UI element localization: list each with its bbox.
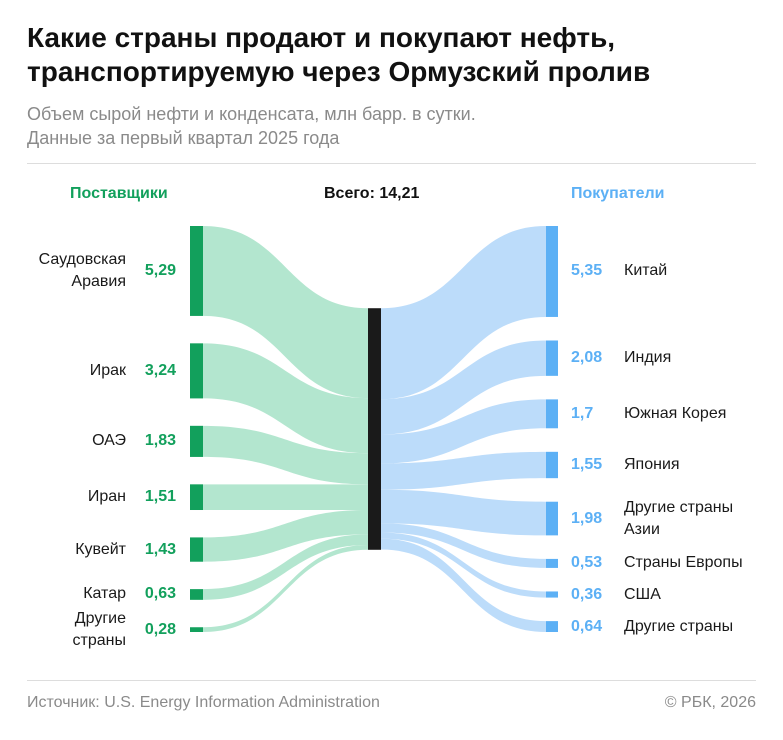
target-name: Китай [624, 262, 668, 280]
source-name: ОАЭ [92, 432, 126, 450]
target-bar [546, 340, 558, 376]
flow [203, 343, 368, 454]
source-bar [190, 484, 203, 511]
source-name: Кувейт [75, 540, 126, 558]
title: транспортируемую через Ормузский пролив [27, 56, 651, 87]
target-value: 5,35 [571, 262, 603, 280]
source-bar [190, 627, 203, 632]
source-note: Источник: U.S. Energy Information Admini… [27, 694, 380, 711]
source-name: Катар [83, 585, 126, 603]
flow [203, 545, 368, 632]
source-value: 1,83 [144, 432, 176, 450]
target-bar [546, 501, 558, 536]
source-value: 3,24 [144, 361, 176, 379]
source-name: Другие страны [72, 609, 126, 649]
sources-header: Поставщики [70, 185, 168, 202]
target-value: 0,64 [571, 617, 603, 635]
total-bar [368, 308, 381, 550]
target-value: 0,53 [571, 554, 603, 572]
source-bar [190, 589, 203, 600]
divider [27, 680, 756, 681]
source-value: 0,28 [144, 620, 176, 638]
subtitle: Данные за первый квартал 2025 года [27, 128, 340, 148]
target-value: 1,55 [571, 456, 603, 473]
target-name: Другие страны [624, 617, 734, 635]
copyright: © РБК, 2026 [664, 694, 756, 711]
flow [381, 489, 546, 536]
flow [203, 534, 368, 600]
flow [203, 484, 368, 511]
target-bar [546, 591, 558, 598]
subtitle: Объем сырой нефти и конденсата, млн барр… [27, 104, 476, 124]
target-name: США [624, 585, 661, 603]
flow [381, 532, 546, 598]
source-bar [190, 226, 203, 316]
flow [381, 226, 546, 400]
title: Какие страны продают и покупают нефть, [27, 22, 616, 53]
target-name: Индия [624, 349, 672, 367]
source-bar [190, 425, 203, 457]
target-value: 2,08 [571, 349, 603, 367]
flow [381, 340, 546, 435]
flow [203, 425, 368, 485]
source-name: Ирак [89, 361, 126, 379]
divider [27, 163, 756, 164]
target-name: Япония [624, 456, 680, 473]
flow [203, 510, 368, 562]
flow [381, 523, 546, 568]
target-name: Южная Корея [624, 404, 727, 422]
source-bar [190, 537, 203, 562]
flow [381, 538, 546, 632]
flow [203, 226, 368, 399]
source-value: 1,43 [144, 540, 176, 558]
flow [381, 451, 546, 490]
source-value: 0,63 [144, 585, 176, 603]
target-bar [546, 558, 558, 568]
total-label: Всего: 14,21 [324, 185, 420, 202]
source-name: Саудовская Аравия [38, 250, 126, 290]
target-bar [546, 451, 558, 479]
flow [381, 399, 546, 464]
source-bar [190, 343, 203, 399]
target-name: Другие страны Азии [624, 498, 734, 538]
target-value: 0,36 [571, 585, 603, 603]
source-value: 5,29 [144, 261, 176, 279]
targets-header: Покупатели [571, 185, 665, 202]
target-bar [546, 226, 558, 317]
target-name: Страны Европы [624, 554, 743, 572]
source-name: Иран [87, 488, 126, 506]
target-value: 1,98 [571, 509, 603, 527]
target-bar [546, 399, 558, 429]
target-value: 1,7 [571, 404, 594, 422]
target-bar [546, 621, 558, 632]
source-value: 1,51 [144, 488, 176, 506]
